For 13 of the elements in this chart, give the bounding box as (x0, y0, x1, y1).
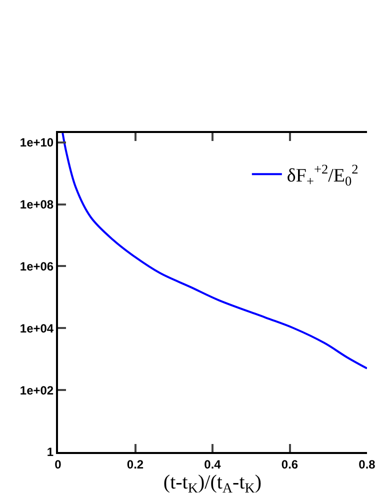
y-tick-label: 1e+04 (20, 321, 54, 336)
y-tick-label: 1 (46, 445, 54, 460)
x-tick-label: 0.2 (126, 457, 144, 472)
y-tick-label: 1e+06 (20, 259, 54, 274)
y-tick-label: 1e+10 (20, 136, 54, 150)
y-tick-label: 1e+02 (20, 383, 54, 398)
x-axis-title: (t-t$_{K}$)/(t$_{A}$-t$_{K}$) (163, 471, 262, 497)
line-series (62, 133, 367, 370)
x-tick-label: 0.8 (358, 457, 376, 472)
y-tick-label: 1e+08 (20, 197, 54, 212)
x-tick-label: 0.4 (204, 457, 222, 472)
x-tick-label: 0 (54, 457, 62, 472)
x-tick-label: 0.6 (281, 457, 298, 472)
